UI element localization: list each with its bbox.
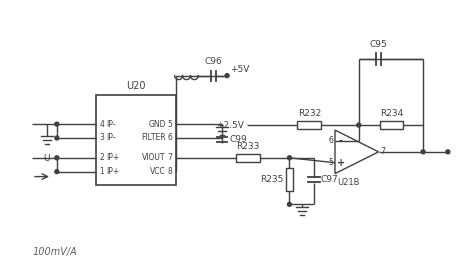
- Text: 3: 3: [100, 133, 104, 142]
- Text: C96: C96: [204, 57, 222, 66]
- Text: R232: R232: [298, 109, 321, 118]
- Circle shape: [55, 170, 59, 174]
- Text: 8: 8: [168, 167, 173, 176]
- Bar: [236, 154, 260, 162]
- Text: C99: C99: [229, 135, 247, 144]
- Text: 1: 1: [100, 167, 104, 176]
- Text: R233: R233: [236, 142, 260, 151]
- Text: R234: R234: [380, 109, 403, 118]
- Text: 7: 7: [381, 147, 385, 156]
- Text: IP+: IP+: [106, 153, 119, 162]
- Bar: [380, 121, 403, 129]
- Text: U: U: [44, 154, 50, 163]
- Text: 4: 4: [100, 120, 104, 129]
- Text: IP-: IP-: [106, 120, 116, 129]
- Bar: [297, 121, 321, 129]
- Text: C97: C97: [320, 175, 338, 184]
- Circle shape: [55, 156, 59, 160]
- Circle shape: [55, 136, 59, 140]
- Text: C95: C95: [370, 40, 387, 49]
- Bar: [285, 168, 293, 192]
- Bar: [96, 95, 176, 184]
- Text: 5: 5: [168, 120, 173, 129]
- Text: -: -: [339, 136, 343, 146]
- Text: IP+: IP+: [106, 167, 119, 176]
- Text: 2: 2: [100, 153, 104, 162]
- Circle shape: [225, 74, 229, 78]
- Circle shape: [288, 156, 292, 160]
- Circle shape: [55, 122, 59, 126]
- Text: FILTER: FILTER: [141, 133, 166, 142]
- Text: 6: 6: [168, 133, 173, 142]
- Text: +2.5V: +2.5V: [216, 121, 244, 130]
- Text: U20: U20: [126, 81, 146, 92]
- Text: 7: 7: [168, 153, 173, 162]
- Text: U21B: U21B: [337, 178, 359, 187]
- Text: GND: GND: [148, 120, 166, 129]
- Text: 100mV/A: 100mV/A: [32, 247, 77, 257]
- Text: +: +: [337, 158, 345, 168]
- Text: IP-: IP-: [106, 133, 116, 142]
- Circle shape: [288, 202, 292, 206]
- Circle shape: [446, 150, 450, 154]
- Text: 5: 5: [328, 158, 333, 167]
- Circle shape: [357, 123, 361, 127]
- Text: 6: 6: [328, 136, 333, 145]
- Text: R235: R235: [260, 175, 283, 184]
- Text: VIOUT: VIOUT: [142, 153, 166, 162]
- Circle shape: [421, 150, 425, 154]
- Text: VCC: VCC: [150, 167, 166, 176]
- Text: +5V: +5V: [230, 65, 249, 74]
